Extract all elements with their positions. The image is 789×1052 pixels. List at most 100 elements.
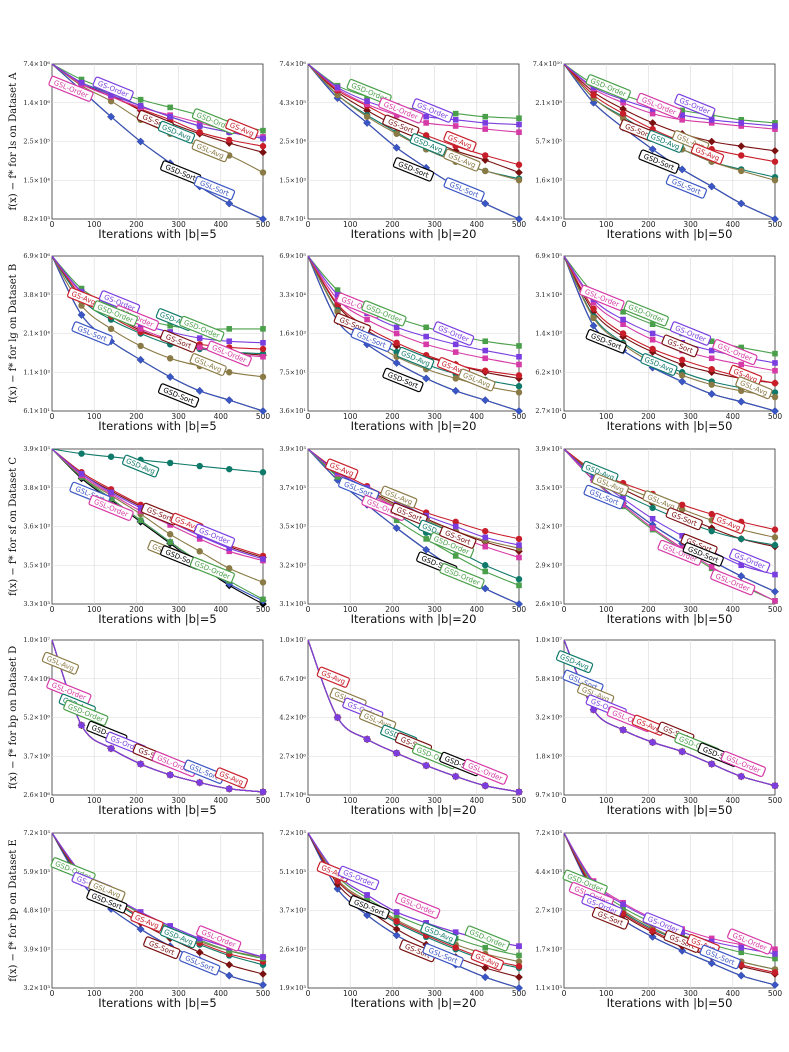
data-point [708, 510, 715, 518]
data-point [482, 355, 489, 362]
x-tick-label: 0 [50, 989, 55, 998]
data-point [649, 321, 656, 327]
y-tick-label: 7.4×10¹⁰ [533, 60, 563, 68]
series-label-box [179, 315, 225, 342]
data-point [196, 779, 203, 786]
x-tick-label: 100 [343, 989, 358, 998]
data-point [225, 199, 234, 208]
data-point [771, 158, 779, 165]
data-point [452, 375, 459, 382]
data-point [167, 539, 173, 545]
data-point [482, 944, 489, 951]
series-label-box [682, 542, 724, 567]
data-point [771, 177, 779, 184]
data-point [589, 98, 598, 107]
y-tick-label: 2.7×10⁶ [279, 752, 306, 760]
data-point [515, 177, 523, 184]
data-point [77, 311, 86, 319]
series-label-box [63, 699, 109, 726]
data-point [590, 305, 597, 312]
y-tick-label: 1.8×10⁶ [535, 752, 562, 760]
data-point [737, 971, 746, 980]
data-point [620, 321, 626, 327]
series-label-box [316, 666, 350, 688]
data-point [708, 117, 715, 123]
data-point [393, 912, 400, 918]
data-point [738, 344, 745, 351]
y-tick-label: 3.5×10³ [279, 523, 306, 531]
y-tick-label: 1.7×10³ [535, 945, 562, 953]
series-label-box [555, 650, 594, 674]
x-tick-label: 400 [470, 605, 485, 614]
x-tick-label: 500 [768, 989, 783, 998]
data-point [516, 943, 522, 949]
data-point [423, 324, 429, 331]
data-point [136, 356, 145, 364]
subplot-r4-c3: 0 100 200 300 400 500 9.7×10⁵ 1.8×10⁶ 3.2×10⁶ 5.8… [535, 636, 782, 817]
data-point [737, 397, 746, 406]
y-tick-label: 7.2×10³ [279, 829, 306, 837]
data-point [708, 347, 715, 354]
y-tick-label: 3.9×10³ [23, 445, 50, 453]
x-tick-label: 400 [214, 220, 229, 229]
data-point [196, 462, 203, 470]
subplot-r2-c3: 0 100 200 300 400 500 2.7×10¹ 6.2×10¹ 1.4×10³ 3.1… [535, 252, 782, 433]
series-label-box [130, 910, 164, 932]
data-point [482, 782, 489, 789]
series-label-box [193, 523, 236, 548]
data-point [679, 533, 685, 539]
data-point [452, 110, 459, 117]
y-tick-label: 1.0×10⁷ [279, 636, 306, 644]
data-point [108, 495, 114, 502]
x-tick-label: 400 [470, 412, 485, 421]
x-tick-label: 300 [171, 412, 186, 421]
data-point [620, 99, 626, 106]
series-label-box [665, 507, 703, 531]
data-point [137, 505, 144, 511]
data-point [259, 215, 267, 223]
y-tick-label: 6.9×10⁵ [279, 252, 306, 260]
y-axis-label: f(x) − f* for bp on Dataset D [8, 646, 19, 789]
data-point [515, 973, 523, 981]
data-point [619, 330, 627, 337]
data-point [516, 361, 522, 368]
series-label-box [670, 321, 712, 346]
series-label-box [189, 556, 235, 583]
y-tick-label: 3.7×10³ [279, 484, 306, 492]
y-tick-label: 3.8×10³ [23, 484, 50, 492]
y-tick-label: 7.2×10³ [535, 829, 562, 837]
series-label-box [122, 454, 160, 478]
data-point [738, 944, 745, 951]
data-point [452, 117, 459, 123]
data-point [259, 373, 267, 381]
series-label-box [674, 93, 716, 119]
x-axis-label: Iterations with |b|=5 [98, 227, 216, 241]
data-point [590, 706, 597, 713]
data-point [707, 137, 716, 146]
y-tick-label: 3.5×10³ [535, 484, 562, 492]
data-point [649, 504, 656, 512]
data-point [423, 333, 429, 340]
data-point [226, 136, 233, 144]
data-point [620, 901, 626, 908]
data-point [226, 948, 233, 954]
x-tick-label: 200 [129, 412, 144, 421]
data-point [226, 369, 233, 376]
data-point [107, 112, 115, 121]
data-point [620, 96, 626, 103]
subplot-r3-c1: 0 100 200 300 400 500 3.3×10³ 3.5×10³ 3.6×10³ 3.8… [8, 445, 270, 626]
data-point [482, 534, 489, 541]
data-point [772, 120, 778, 126]
data-point [137, 761, 144, 767]
data-point [196, 129, 203, 136]
data-point [738, 123, 745, 129]
y-tick-label: 1.1×10³ [23, 368, 50, 376]
data-point [649, 330, 656, 337]
data-point [679, 112, 685, 118]
data-point [516, 353, 522, 360]
data-point [393, 339, 400, 346]
data-point [392, 524, 401, 532]
x-tick-label: 0 [50, 412, 55, 421]
data-point [196, 123, 203, 129]
data-point [392, 925, 401, 933]
